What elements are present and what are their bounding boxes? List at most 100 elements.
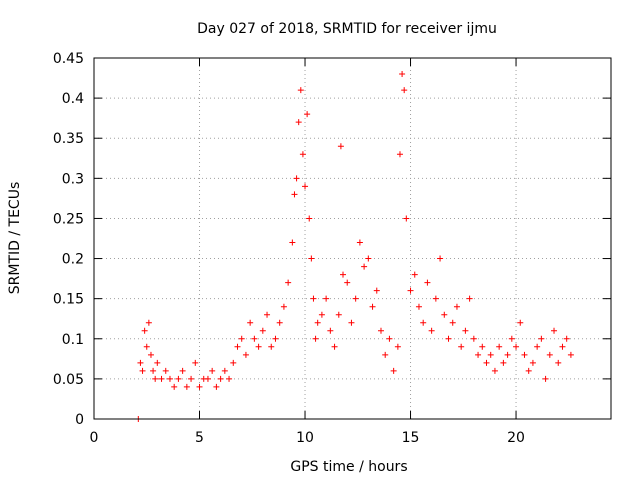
x-tick-label: 0 bbox=[90, 430, 99, 446]
axis-ticks: 0 0.05 0.1 0.15 0.2 0.25 0.3 0.35 0.4 0.45 0 5 10 15 2… bbox=[53, 51, 611, 446]
data-point bbox=[517, 319, 524, 326]
x-tick-label: 20 bbox=[507, 430, 525, 446]
data-point bbox=[428, 327, 435, 334]
y-tick-label: 0.15 bbox=[53, 292, 84, 308]
data-point bbox=[268, 343, 275, 350]
y-tick-label: 0.05 bbox=[53, 372, 84, 388]
data-point bbox=[534, 343, 541, 350]
y-tick-label: 0.25 bbox=[53, 211, 84, 227]
data-point bbox=[291, 191, 298, 198]
y-tick-label: 0.45 bbox=[53, 51, 84, 67]
data-point bbox=[323, 295, 330, 302]
data-point bbox=[230, 359, 237, 366]
data-point bbox=[166, 375, 173, 382]
y-tick-label: 0.3 bbox=[62, 171, 84, 187]
data-point bbox=[504, 351, 511, 358]
data-point bbox=[306, 215, 313, 222]
data-point bbox=[525, 367, 532, 374]
data-point bbox=[297, 87, 304, 94]
data-point bbox=[567, 351, 574, 358]
data-points bbox=[135, 71, 574, 422]
data-point bbox=[361, 263, 368, 270]
data-point bbox=[192, 359, 199, 366]
data-point bbox=[285, 279, 292, 286]
data-point bbox=[196, 383, 203, 390]
data-point bbox=[280, 303, 287, 310]
data-point bbox=[513, 343, 520, 350]
data-point bbox=[143, 343, 150, 350]
data-point bbox=[420, 319, 427, 326]
data-point bbox=[255, 343, 262, 350]
data-point bbox=[377, 327, 384, 334]
y-tick-label: 0.4 bbox=[62, 91, 84, 107]
data-point bbox=[559, 343, 566, 350]
data-point bbox=[500, 359, 507, 366]
data-point bbox=[475, 351, 482, 358]
data-point bbox=[529, 359, 536, 366]
y-tick-label: 0.35 bbox=[53, 131, 84, 147]
data-point bbox=[546, 351, 553, 358]
data-point bbox=[304, 111, 311, 118]
data-point bbox=[217, 375, 224, 382]
data-point bbox=[563, 335, 570, 342]
data-point bbox=[483, 359, 490, 366]
data-point bbox=[234, 343, 241, 350]
data-point bbox=[344, 279, 351, 286]
data-point bbox=[521, 351, 528, 358]
data-point bbox=[204, 375, 211, 382]
x-tick-label: 5 bbox=[195, 430, 204, 446]
chart-title: Day 027 of 2018, SRMTID for receiver ijm… bbox=[197, 21, 497, 37]
data-point bbox=[154, 359, 161, 366]
data-point bbox=[449, 319, 456, 326]
data-point bbox=[369, 303, 376, 310]
data-point bbox=[470, 335, 477, 342]
data-point bbox=[365, 255, 372, 262]
data-point bbox=[137, 359, 144, 366]
data-point bbox=[145, 319, 152, 326]
data-point bbox=[289, 239, 296, 246]
data-point bbox=[264, 311, 271, 318]
data-point bbox=[487, 351, 494, 358]
data-point bbox=[183, 383, 190, 390]
data-point bbox=[147, 351, 154, 358]
data-point bbox=[496, 343, 503, 350]
data-point bbox=[209, 367, 216, 374]
data-point bbox=[276, 319, 283, 326]
data-point bbox=[542, 375, 549, 382]
data-point bbox=[437, 255, 444, 262]
data-point bbox=[295, 119, 302, 126]
data-point bbox=[411, 271, 418, 278]
data-point bbox=[312, 335, 319, 342]
data-point bbox=[251, 335, 258, 342]
data-point bbox=[432, 295, 439, 302]
data-point bbox=[152, 375, 159, 382]
data-point bbox=[462, 327, 469, 334]
data-point bbox=[337, 143, 344, 150]
data-point bbox=[445, 335, 452, 342]
data-point bbox=[179, 367, 186, 374]
data-point bbox=[441, 311, 448, 318]
data-point bbox=[314, 319, 321, 326]
data-point bbox=[221, 367, 228, 374]
data-point bbox=[401, 87, 408, 94]
data-point bbox=[259, 327, 266, 334]
data-point bbox=[386, 335, 393, 342]
data-point bbox=[458, 343, 465, 350]
data-point bbox=[247, 319, 254, 326]
data-point bbox=[403, 215, 410, 222]
data-point bbox=[175, 375, 182, 382]
data-point bbox=[551, 327, 558, 334]
grid-lines bbox=[94, 58, 611, 419]
data-point bbox=[340, 271, 347, 278]
y-axis-label: SRMTID / TECUs bbox=[7, 182, 23, 295]
data-point bbox=[242, 351, 249, 358]
data-point bbox=[293, 175, 300, 182]
y-tick-label: 0 bbox=[75, 412, 84, 428]
data-point bbox=[150, 367, 157, 374]
data-point bbox=[396, 151, 403, 158]
plot-frame bbox=[93, 57, 612, 420]
data-point bbox=[415, 303, 422, 310]
data-point bbox=[171, 383, 178, 390]
data-point bbox=[453, 303, 460, 310]
